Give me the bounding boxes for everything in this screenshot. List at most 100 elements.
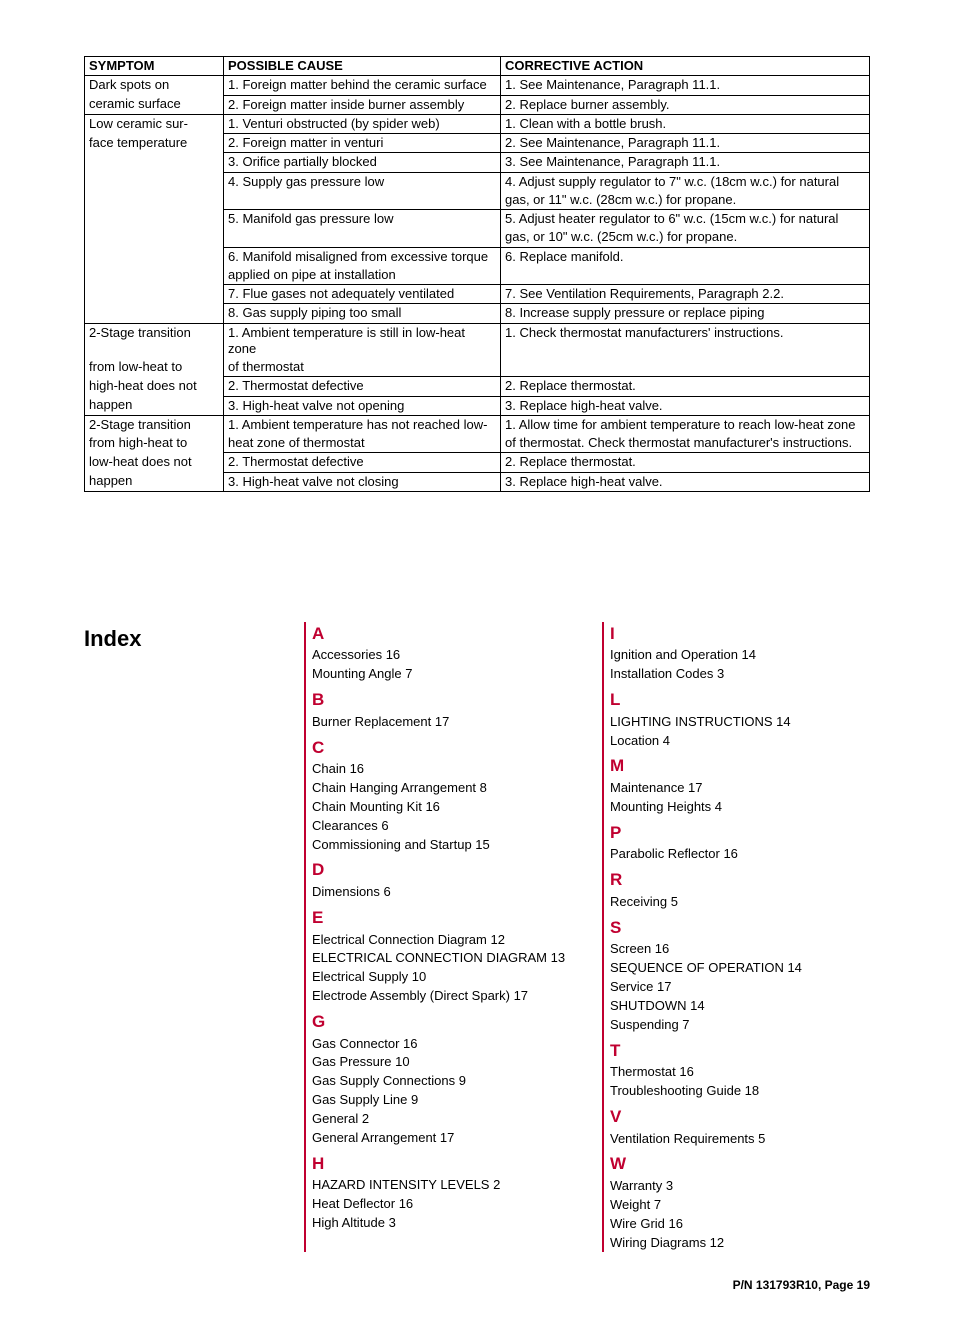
table-row: 5. Manifold gas pressure low 5. Adjust h…: [85, 210, 870, 229]
symptom-cell: [85, 172, 224, 191]
table-row: happen 3. High-heat valve not closing 3.…: [85, 472, 870, 491]
header-cause: POSSIBLE CAUSE: [224, 57, 501, 76]
index-entry: Electrical Connection Diagram 12: [312, 931, 572, 950]
cause-cell: 2. Thermostat defective: [224, 453, 501, 472]
index-entry: Clearances 6: [312, 817, 572, 836]
table-row: high-heat does not 2. Thermostat defecti…: [85, 377, 870, 396]
symptom-cell: 2-Stage transition: [85, 323, 224, 358]
index-letter: D: [312, 858, 572, 883]
table-row: ceramic surface 2. Foreign matter inside…: [85, 95, 870, 114]
index-letter: E: [312, 906, 572, 931]
cause-cell: of thermostat: [224, 358, 501, 377]
action-cell: 2. Replace burner assembly.: [501, 95, 870, 114]
index-entry: Gas Connector 16: [312, 1035, 572, 1054]
index-entry: Warranty 3: [610, 1177, 870, 1196]
symptom-cell: [85, 210, 224, 229]
index-entry: HAZARD INTENSITY LEVELS 2: [312, 1176, 572, 1195]
table-row: Dark spots on 1. Foreign matter behind t…: [85, 76, 870, 95]
page-footer: P/N 131793R10, Page 19: [84, 1278, 870, 1292]
symptom-cell: [85, 228, 224, 247]
index-entry: Mounting Angle 7: [312, 665, 572, 684]
index-entry: Maintenance 17: [610, 779, 870, 798]
cause-cell: 2. Foreign matter in venturi: [224, 134, 501, 153]
index-entry: Thermostat 16: [610, 1063, 870, 1082]
symptom-cell: [85, 304, 224, 323]
table-row: from low-heat to of thermostat: [85, 358, 870, 377]
cause-cell: 2. Thermostat defective: [224, 377, 501, 396]
index-entry: Ventilation Requirements 5: [610, 1130, 870, 1149]
index-entry: Gas Supply Connections 9: [312, 1072, 572, 1091]
cause-cell: 1. Ambient temperature is still in low-h…: [224, 323, 501, 358]
action-cell: [501, 358, 870, 377]
index-letter: V: [610, 1105, 870, 1130]
symptom-cell: ceramic surface: [85, 95, 224, 114]
table-row: 3. Orifice partially blocked 3. See Main…: [85, 153, 870, 172]
index-section: Index AAccessories 16Mounting Angle 7BBu…: [84, 622, 870, 1253]
header-action: CORRECTIVE ACTION: [501, 57, 870, 76]
action-cell: 2. Replace thermostat.: [501, 453, 870, 472]
symptom-cell: happen: [85, 472, 224, 491]
index-column-left: AAccessories 16Mounting Angle 7BBurner R…: [304, 622, 572, 1253]
symptom-cell: [85, 285, 224, 304]
index-entry: Heat Deflector 16: [312, 1195, 572, 1214]
index-letter: G: [312, 1010, 572, 1035]
cause-cell: 1. Venturi obstructed (by spider web): [224, 114, 501, 133]
action-cell: 2. See Maintenance, Paragraph 11.1.: [501, 134, 870, 153]
index-letter: L: [610, 688, 870, 713]
cause-cell: 6. Manifold misaligned from excessive to…: [224, 247, 501, 266]
index-entry: Installation Codes 3: [610, 665, 870, 684]
index-letter: R: [610, 868, 870, 893]
index-entry: Gas Supply Line 9: [312, 1091, 572, 1110]
symptom-cell: [85, 266, 224, 285]
action-cell: 7. See Ventilation Requirements, Paragra…: [501, 285, 870, 304]
index-entry: Electrode Assembly (Direct Spark) 17: [312, 987, 572, 1006]
symptom-cell: [85, 191, 224, 210]
index-entry: Troubleshooting Guide 18: [610, 1082, 870, 1101]
index-entry: Wire Grid 16: [610, 1215, 870, 1234]
index-entry: Location 4: [610, 732, 870, 751]
action-cell: 3. Replace high-heat valve.: [501, 472, 870, 491]
symptom-cell: happen: [85, 396, 224, 415]
index-letter: W: [610, 1152, 870, 1177]
table-row: applied on pipe at installation: [85, 266, 870, 285]
action-cell: gas, or 10" w.c. (25cm w.c.) for propane…: [501, 228, 870, 247]
index-letter: I: [610, 622, 870, 647]
index-letter: H: [312, 1152, 572, 1177]
cause-cell: 8. Gas supply piping too small: [224, 304, 501, 323]
cause-cell: [224, 228, 501, 247]
symptom-cell: Dark spots on: [85, 76, 224, 95]
index-entry: Parabolic Reflector 16: [610, 845, 870, 864]
action-cell: [501, 266, 870, 285]
index-entry: Commissioning and Startup 15: [312, 836, 572, 855]
symptom-cell: high-heat does not: [85, 377, 224, 396]
cause-cell: 3. High-heat valve not closing: [224, 472, 501, 491]
table-row: from high-heat to heat zone of thermosta…: [85, 434, 870, 453]
table-header-row: SYMPTOM POSSIBLE CAUSE CORRECTIVE ACTION: [85, 57, 870, 76]
index-entry: Weight 7: [610, 1196, 870, 1215]
index-column-right: IIgnition and Operation 14Installation C…: [602, 622, 870, 1253]
table-row: gas, or 10" w.c. (25cm w.c.) for propane…: [85, 228, 870, 247]
cause-cell: 3. High-heat valve not opening: [224, 396, 501, 415]
cause-cell: 1. Foreign matter behind the ceramic sur…: [224, 76, 501, 95]
table-row: face temperature 2. Foreign matter in ve…: [85, 134, 870, 153]
symptom-cell: from low-heat to: [85, 358, 224, 377]
cause-cell: [224, 191, 501, 210]
index-letter: S: [610, 916, 870, 941]
table-row: happen 3. High-heat valve not opening 3.…: [85, 396, 870, 415]
symptom-cell: low-heat does not: [85, 453, 224, 472]
cause-cell: applied on pipe at installation: [224, 266, 501, 285]
index-entry: Mounting Heights 4: [610, 798, 870, 817]
index-heading: Index: [84, 622, 304, 1253]
cause-cell: 3. Orifice partially blocked: [224, 153, 501, 172]
index-entry: Wiring Diagrams 12: [610, 1234, 870, 1253]
index-entry: LIGHTING INSTRUCTIONS 14: [610, 713, 870, 732]
table-row: Low ceramic sur- 1. Venturi obstructed (…: [85, 114, 870, 133]
action-cell: 5. Adjust heater regulator to 6" w.c. (1…: [501, 210, 870, 229]
index-entry: Burner Replacement 17: [312, 713, 572, 732]
table-row: 7. Flue gases not adequately ventilated …: [85, 285, 870, 304]
index-entry: Receiving 5: [610, 893, 870, 912]
cause-cell: 2. Foreign matter inside burner assembly: [224, 95, 501, 114]
index-entry: General 2: [312, 1110, 572, 1129]
index-entry: Chain 16: [312, 760, 572, 779]
index-entry: ELECTRICAL CONNECTION DIAGRAM 13: [312, 949, 572, 968]
